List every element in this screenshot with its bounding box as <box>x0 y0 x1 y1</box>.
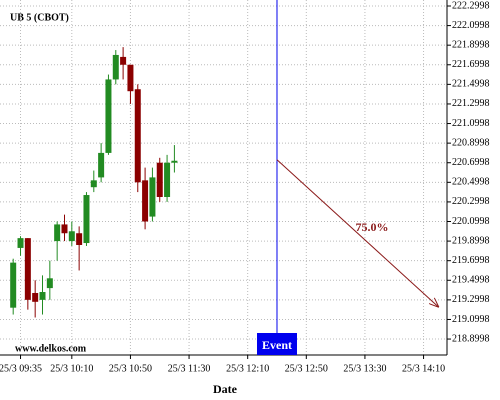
y-tick-label: 219.4998 <box>452 275 490 286</box>
y-tick-label: 221.6998 <box>452 59 490 70</box>
candle-body <box>46 278 53 289</box>
x-axis-title: Date <box>213 382 238 396</box>
y-tick-label: 219.0998 <box>452 314 490 325</box>
candle-body <box>68 231 75 242</box>
y-tick-label: 222.2998 <box>452 0 490 11</box>
candle-body <box>156 162 163 197</box>
x-tick-label: 25/3 10:10 <box>50 363 93 374</box>
candle-body <box>39 292 46 300</box>
event-label: Event <box>262 338 292 352</box>
candle-body <box>32 292 39 302</box>
projection-arrow <box>276 159 438 307</box>
candle-body <box>76 233 83 245</box>
candle-body <box>98 152 105 178</box>
y-tick-label: 221.8998 <box>452 39 490 50</box>
candle-body <box>54 224 61 242</box>
candle-body <box>112 54 119 80</box>
y-tick-label: 221.2998 <box>452 98 490 109</box>
candle-body <box>10 262 17 308</box>
x-tick-label: 25/3 10:50 <box>109 363 152 374</box>
candle-body <box>24 238 31 300</box>
candle-body <box>105 79 112 153</box>
candle-body <box>164 162 171 197</box>
y-tick-label: 220.4998 <box>452 177 490 188</box>
candle-body <box>149 177 156 217</box>
watermark: www.delkos.com <box>15 343 87 354</box>
candle-body <box>61 224 68 234</box>
x-tick-label: 25/3 09:35 <box>0 363 42 374</box>
y-tick-label: 222.0998 <box>452 20 490 31</box>
candle-body <box>127 64 134 92</box>
y-tick-label: 219.2998 <box>452 294 490 305</box>
x-tick-label: 25/3 12:50 <box>285 363 328 374</box>
y-tick-label: 221.4998 <box>452 79 490 90</box>
y-tick-label: 218.8998 <box>452 333 490 344</box>
x-tick-label: 25/3 14:10 <box>402 363 445 374</box>
projection-label: 75.0% <box>356 220 389 234</box>
y-tick-label: 220.0998 <box>452 216 490 227</box>
candle-body <box>142 180 149 222</box>
candle-body <box>120 56 127 65</box>
x-tick-label: 25/3 12:10 <box>226 363 269 374</box>
y-tick-label: 221.0998 <box>452 118 490 129</box>
candle-body <box>83 195 90 244</box>
candle-body <box>17 238 24 248</box>
y-tick-label: 219.6998 <box>452 255 490 266</box>
y-tick-label: 220.2998 <box>452 196 490 207</box>
y-tick-label: 219.8998 <box>452 235 490 246</box>
candle-body <box>90 180 97 188</box>
chart-title: UB 5 (CBOT) <box>10 12 69 23</box>
y-tick-label: 220.6998 <box>452 157 490 168</box>
x-tick-label: 25/3 13:30 <box>343 363 386 374</box>
x-tick-label: 25/3 11:30 <box>168 363 211 374</box>
y-tick-label: 220.8998 <box>452 137 490 148</box>
candle-body <box>134 89 141 183</box>
candle-body <box>171 160 178 163</box>
event-box <box>256 333 297 355</box>
